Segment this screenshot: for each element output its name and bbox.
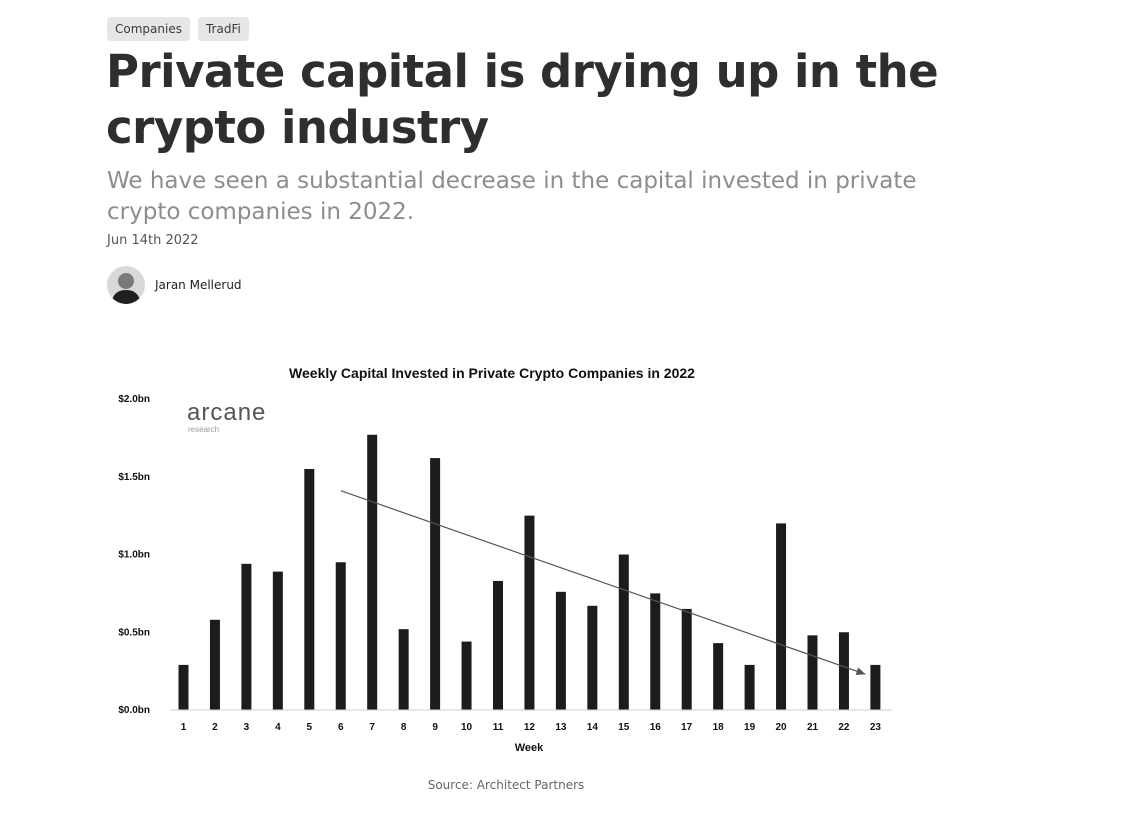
- bar: [587, 605, 598, 710]
- x-tick-label: 5: [307, 722, 313, 733]
- bar: [618, 554, 629, 710]
- x-tick-label: 7: [369, 722, 375, 733]
- y-axis: $0.0bn $0.5bn $1.0bn $1.5bn $2.0bn: [118, 394, 150, 716]
- bar: [241, 563, 252, 710]
- tag-companies[interactable]: Companies: [107, 17, 190, 41]
- author-avatar[interactable]: [107, 266, 145, 304]
- y-tick-label: $1.0bn: [118, 550, 150, 561]
- y-tick-label: $1.5bn: [118, 472, 150, 483]
- bar: [304, 468, 315, 710]
- bar: [555, 591, 566, 710]
- x-tick-label: 6: [338, 722, 344, 733]
- x-tick-label: 13: [555, 722, 567, 733]
- x-tick-label: 20: [775, 722, 787, 733]
- author-byline[interactable]: Jaran Mellerud: [107, 266, 242, 304]
- x-tick-label: 18: [713, 722, 725, 733]
- x-tick-label: 19: [744, 722, 756, 733]
- article-subtitle: We have seen a substantial decrease in t…: [107, 168, 917, 225]
- bar: [430, 458, 441, 710]
- x-tick-label: 2: [212, 722, 218, 733]
- bar: [807, 635, 818, 710]
- y-tick-label: $0.0bn: [118, 705, 150, 716]
- x-tick-label: 17: [681, 722, 693, 733]
- bar: [178, 664, 189, 710]
- bar: [681, 608, 692, 710]
- bar: [398, 629, 409, 710]
- y-tick-label: $2.0bn: [118, 394, 150, 405]
- bar: [335, 562, 346, 710]
- x-tick-label: 23: [870, 722, 882, 733]
- bar: [870, 664, 881, 710]
- publish-date: Jun 14th 2022: [107, 233, 199, 248]
- bar: [367, 434, 378, 710]
- bar: [838, 632, 849, 710]
- chart-source: Source: Architect Partners: [427, 778, 585, 792]
- bar: [493, 580, 503, 710]
- x-tick-label: 12: [524, 722, 536, 733]
- chart-logo: arcane research: [187, 399, 266, 434]
- x-tick-label: 8: [401, 722, 407, 733]
- bar: [272, 571, 283, 710]
- tag-tradfi[interactable]: TradFi: [197, 17, 249, 41]
- chart: Weekly Capital Invested in Private Crypt…: [100, 350, 920, 770]
- x-tick-label: 1: [181, 722, 187, 733]
- x-tick-label: 16: [650, 722, 662, 733]
- x-tick-label: 9: [432, 722, 438, 733]
- bar: [713, 643, 724, 710]
- x-tick-label: 4: [275, 722, 281, 733]
- trend-arrowhead: [855, 667, 866, 676]
- x-tick-label: 3: [244, 722, 250, 733]
- author-name[interactable]: Jaran Mellerud: [155, 278, 242, 292]
- bar-series: [178, 434, 881, 710]
- bar: [744, 664, 755, 710]
- trend-arrow: [340, 490, 866, 676]
- x-tick-label: 21: [807, 722, 819, 733]
- bar: [461, 641, 472, 710]
- y-tick-label: $0.5bn: [118, 627, 150, 638]
- bar-chart: Weekly Capital Invested in Private Crypt…: [118, 365, 892, 754]
- tag-list: Companies TradFi: [107, 17, 249, 41]
- bar: [776, 523, 787, 710]
- x-tick-label: 14: [587, 722, 599, 733]
- chart-logo-name: arcane: [187, 399, 266, 426]
- x-tick-label: 11: [493, 722, 504, 733]
- x-tick-label: 22: [838, 722, 850, 733]
- bar: [650, 593, 661, 710]
- x-axis: 1 2 3 4 5 6 7 8 9 10 11 12 13 14 15 16 17 18 19 20 21 22 23: [181, 722, 882, 733]
- chart-title: Weekly Capital Invested in Private Crypt…: [289, 365, 695, 381]
- bar: [209, 619, 220, 710]
- trend-line: [340, 490, 866, 675]
- bar: [524, 515, 535, 710]
- x-tick-label: 10: [461, 722, 473, 733]
- chart-logo-sub: research: [188, 425, 219, 434]
- article-title: Private capital is drying up in the cryp…: [106, 45, 939, 154]
- x-axis-label: Week: [515, 742, 544, 754]
- x-tick-label: 15: [618, 722, 630, 733]
